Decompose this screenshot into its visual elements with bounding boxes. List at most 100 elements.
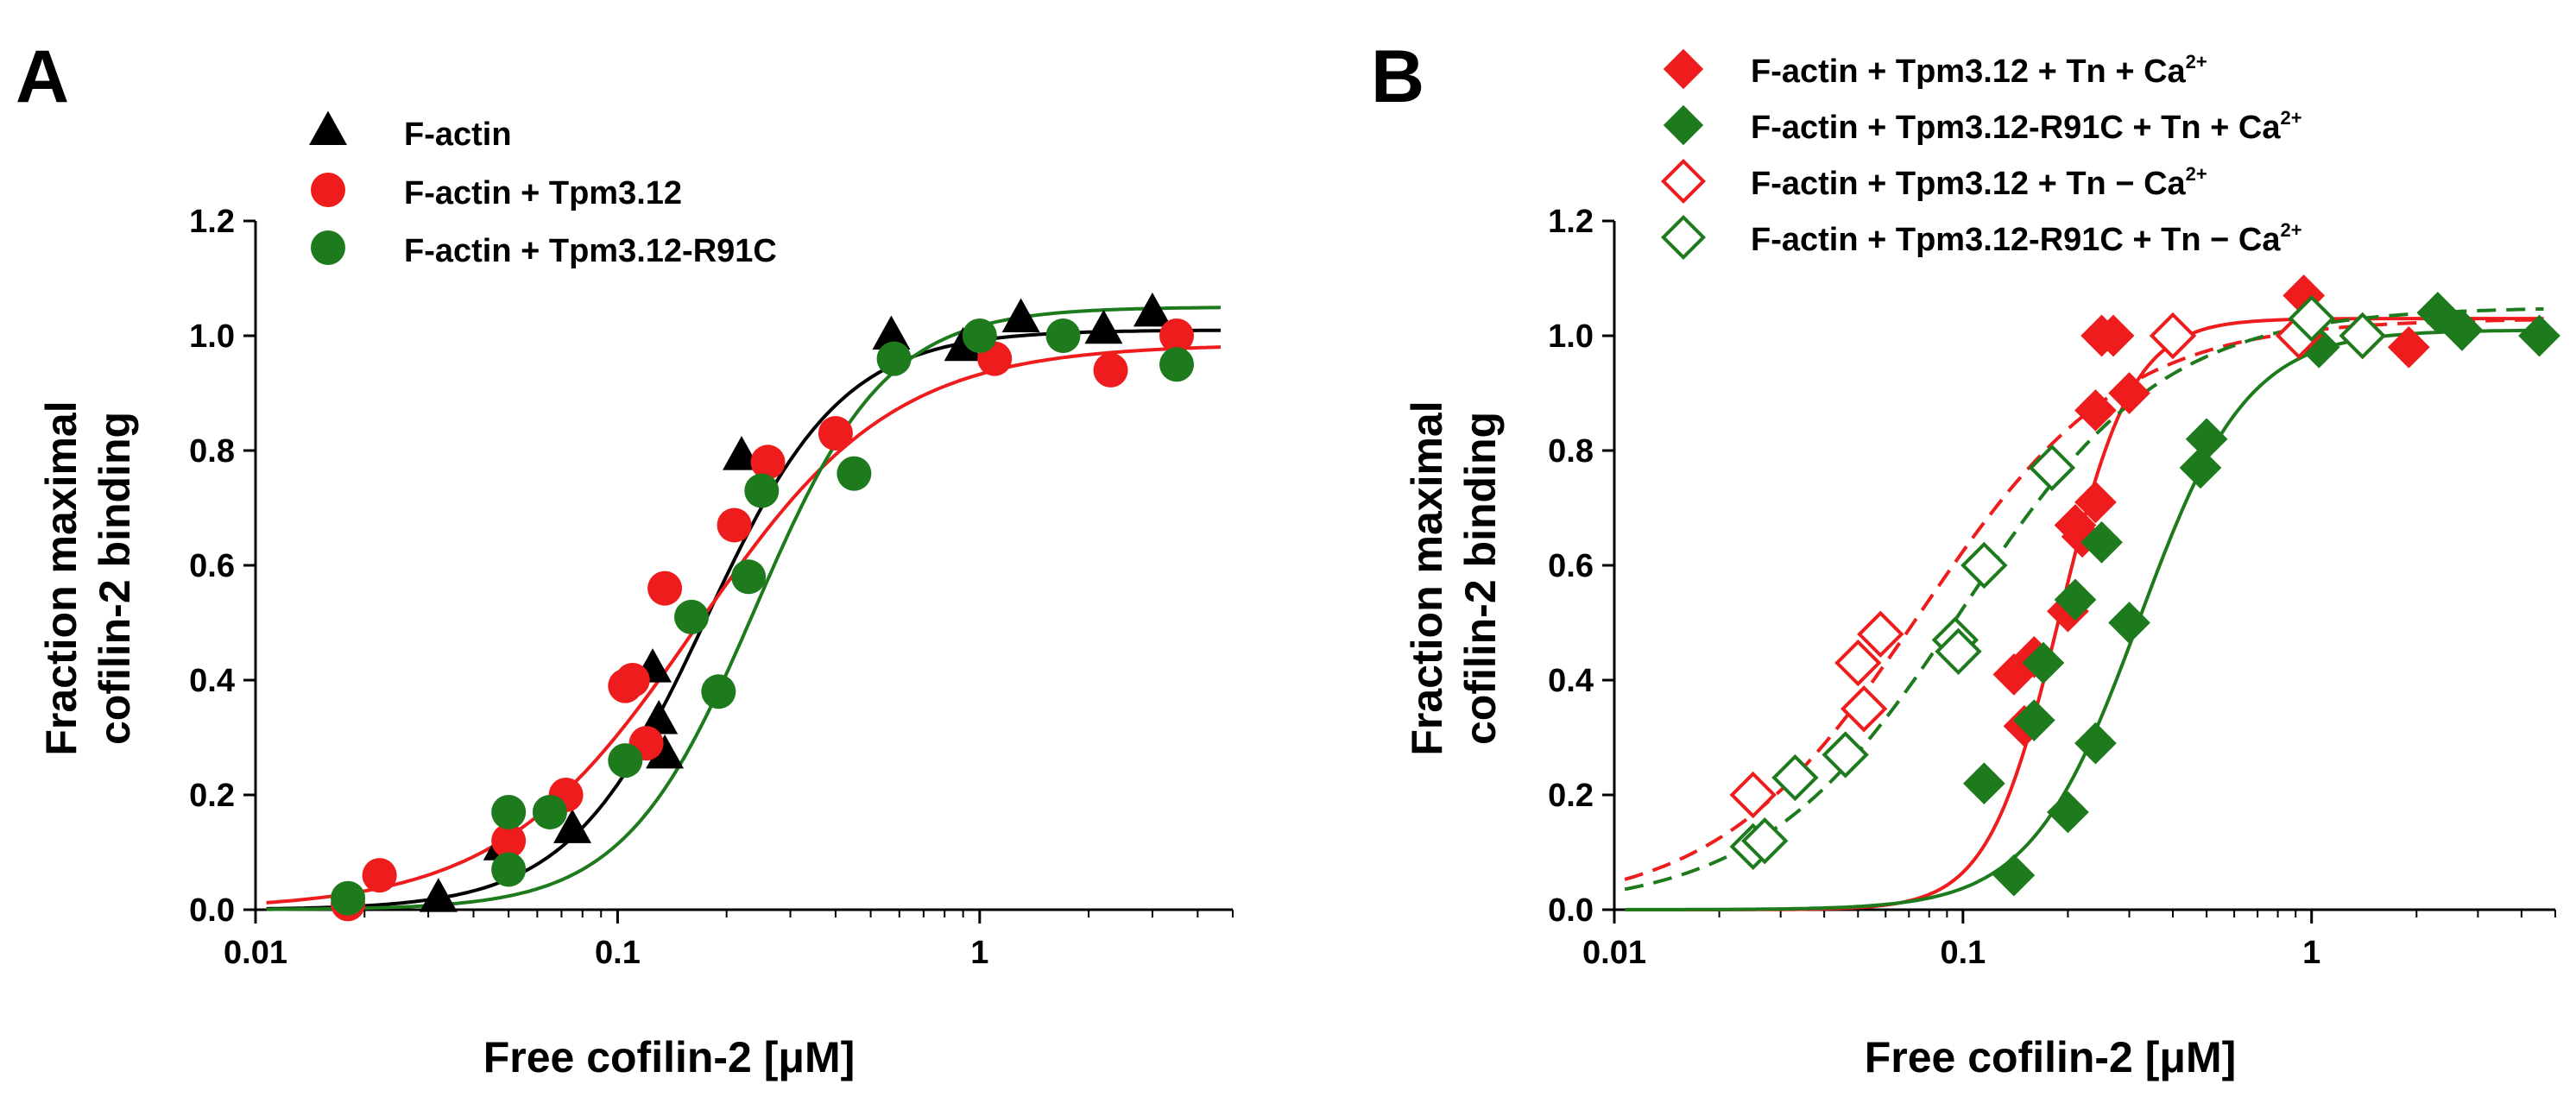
data-point-series-2	[608, 743, 643, 779]
fit-curve-1	[266, 345, 1222, 905]
data-point-series-0	[2092, 314, 2135, 357]
data-point-series-1	[491, 823, 527, 859]
y-axis-title-line1-a: Fraction maximal	[37, 400, 85, 755]
x-tick-label: 0.01	[224, 935, 287, 971]
data-point-series-2	[962, 318, 997, 353]
data-point-series-0	[2061, 515, 2104, 558]
fit-curve-1	[1625, 328, 2544, 911]
y-tick-label: 1.2	[1548, 204, 1594, 240]
data-point-series-1	[2185, 418, 2228, 461]
y-tick-label: 0.2	[189, 778, 235, 814]
y-tick-label: 0.0	[189, 892, 235, 929]
y-tick-label: 1.0	[189, 318, 235, 355]
data-point-series-1	[2047, 791, 2089, 834]
data-point-series-1	[717, 508, 752, 543]
data-point-series-0	[2387, 325, 2430, 369]
fit-curve-2	[266, 306, 1222, 911]
legend-item-f-actin-tpm312-r91c: F-actin + Tpm3.12-R91C	[311, 230, 777, 269]
data-point-series-3	[2288, 294, 2335, 343]
legend-item-f-actin: F-actin	[309, 110, 512, 153]
data-point-series-1	[818, 416, 853, 451]
legend-symbol	[1663, 104, 1704, 146]
panel-a: A Fraction maximal cofilin-2 binding Fre…	[16, 35, 1234, 1081]
data-point-series-1	[1992, 854, 2036, 897]
data-point-series-2	[837, 456, 872, 491]
y-axis-title-line2-a: cofilin-2 binding	[91, 412, 139, 745]
legend-label-sup: 2+	[2186, 51, 2207, 73]
data-point-series-0	[944, 326, 982, 362]
panel-label-b: B	[1371, 35, 1424, 118]
data-point-series-0	[2074, 389, 2117, 432]
legend-b: F-actin + Tpm3.12 + Tn + Ca2+ F-actin + …	[1660, 48, 2302, 261]
legend-marker-r91c-tn-minus-ca	[1660, 214, 1707, 261]
data-point-series-2	[532, 794, 567, 829]
data-point-series-3	[1960, 541, 2008, 589]
y-tick-label: 0.4	[1548, 663, 1594, 699]
data-point-series-2	[1045, 318, 1081, 353]
x-tick-label: 1	[970, 935, 988, 971]
data-point-series-1	[2179, 446, 2222, 489]
legend-marker-f-actin-tpm312-r91c	[311, 230, 345, 265]
y-tick-label: 0.4	[189, 663, 235, 699]
legend-symbol	[311, 173, 345, 207]
y-axis-title-line2-b: cofilin-2 binding	[1456, 412, 1505, 745]
y-tick-label: 0.8	[189, 433, 235, 470]
y-tick-label: 1.2	[189, 204, 235, 240]
data-point-series-0	[646, 734, 685, 769]
y-tick-label: 0.8	[1548, 433, 1594, 470]
legend-symbol	[1660, 158, 1707, 205]
data-point-series-0	[553, 809, 592, 843]
data-point-series-1	[1963, 762, 2005, 805]
legend-label-r91c-tn-minus-ca: F-actin + Tpm3.12-R91C + Tn − Ca2+	[1751, 219, 2302, 258]
y-axis-title-line1-b: Fraction maximal	[1403, 400, 1451, 755]
data-point-series-3	[1935, 627, 1982, 675]
y-tick-label: 0.6	[1548, 548, 1594, 584]
y-tick-label: 0.6	[189, 548, 235, 584]
legend-label-tpm312-tn-plus-ca: F-actin + Tpm3.12 + Tn + Ca2+	[1751, 51, 2207, 90]
data-point-series-1	[2012, 699, 2055, 741]
fit-curve-0	[266, 328, 1221, 911]
legend-symbol	[1660, 214, 1707, 261]
legend-label-f-actin-tpm312: F-actin + Tpm3.12	[404, 175, 682, 211]
data-point-series-0	[2074, 481, 2117, 524]
legend-label-sup: 2+	[2280, 107, 2301, 129]
legend-item-tpm312-tn-minus-ca: F-actin + Tpm3.12 + Tn − Ca2+	[1660, 158, 2207, 205]
data-point-series-0	[1133, 292, 1171, 327]
data-point-series-0	[419, 878, 458, 912]
legend-label-main: F-actin + Tpm3.12-R91C + Tn − Ca	[1751, 222, 2281, 258]
fit-curve-3	[1624, 307, 2544, 892]
legend-label-main: F-actin + Tpm3.12 + Tn − Ca	[1751, 166, 2187, 202]
data-point-series-2	[876, 341, 912, 376]
data-point-series-2	[331, 880, 366, 916]
y-axis-title-b: Fraction maximal cofilin-2 binding	[1403, 400, 1505, 755]
x-tick-label: 0.1	[595, 935, 641, 971]
data-point-series-1	[2440, 308, 2484, 351]
panel-label-a: A	[16, 35, 69, 118]
data-point-series-2	[1840, 685, 1888, 733]
data-point-series-2	[491, 794, 527, 829]
y-tick-label: 1.0	[1548, 318, 1594, 355]
x-tick-label: 0.01	[1582, 935, 1646, 971]
legend-marker-tpm312-tn-minus-ca	[1660, 158, 1707, 205]
panel-b: B Fraction maximal cofilin-2 binding Fre…	[1371, 35, 2560, 1081]
x-axis-title-b: Free cofilin-2 [μM]	[1865, 1033, 2237, 1081]
y-axis-title-a: Fraction maximal cofilin-2 binding	[37, 400, 139, 755]
legend-symbol	[1663, 48, 1704, 90]
data-point-series-3	[1771, 753, 1819, 802]
legend-a: F-actin F-actin + Tpm3.12 F-actin + Tpm3…	[309, 110, 777, 269]
data-point-series-0	[640, 699, 679, 734]
data-point-series-1	[362, 858, 397, 893]
data-point-series-1	[1093, 352, 1128, 388]
x-tick-label: 1	[2302, 935, 2320, 971]
data-points-a	[331, 292, 1195, 922]
data-point-series-2	[491, 852, 527, 887]
legend-symbol	[311, 230, 345, 265]
data-point-series-2	[2149, 312, 2197, 360]
data-point-series-1	[2074, 722, 2117, 765]
data-point-series-0	[2108, 372, 2150, 414]
data-point-series-1	[2080, 521, 2123, 564]
legend-item-r91c-tn-minus-ca: F-actin + Tpm3.12-R91C + Tn − Ca2+	[1660, 214, 2302, 261]
data-point-series-1	[1159, 318, 1195, 353]
data-point-series-2	[1857, 610, 1904, 658]
